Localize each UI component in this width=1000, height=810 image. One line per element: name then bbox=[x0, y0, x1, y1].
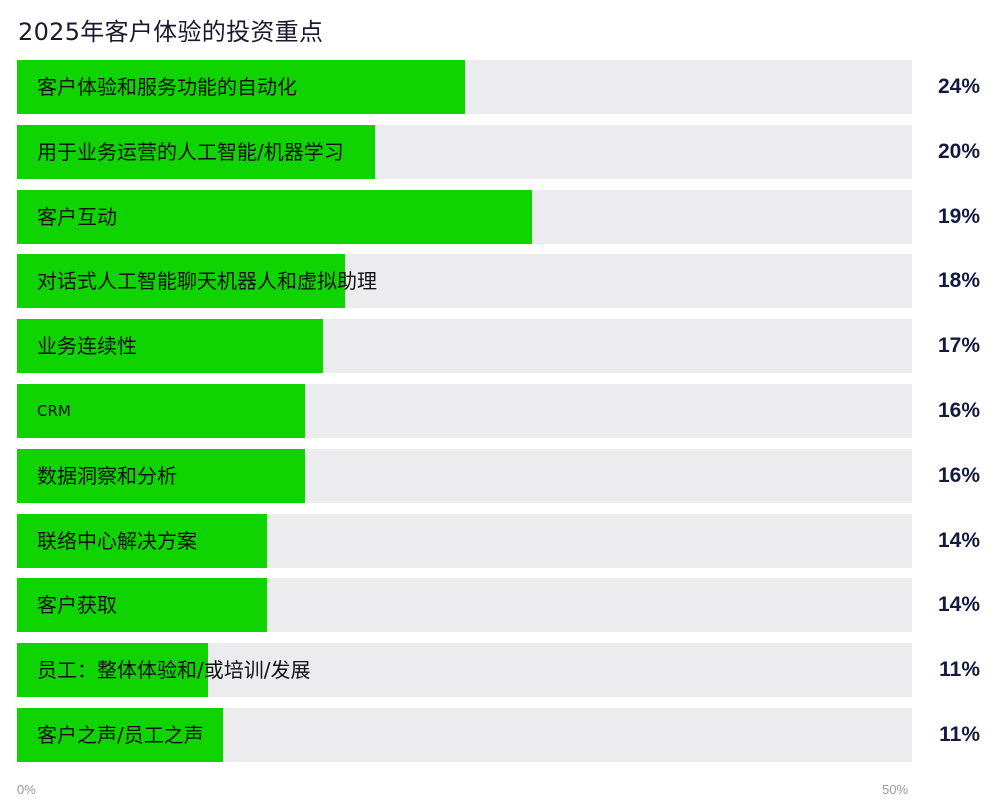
bar bbox=[17, 189, 532, 244]
bar-row: 联络中心解决方案 14% bbox=[17, 513, 1000, 568]
bar-value-label: 11% bbox=[939, 658, 980, 682]
bar-track bbox=[17, 708, 912, 762]
bar-category-label: CRM bbox=[37, 402, 71, 420]
bar bbox=[17, 578, 267, 633]
bar bbox=[17, 384, 305, 438]
bar-row: 数据洞察和分析 16% bbox=[17, 448, 1000, 503]
bar-category-label: 客户获取 bbox=[37, 593, 117, 618]
bar-track bbox=[17, 189, 912, 244]
bar-value-label: 14% bbox=[937, 593, 980, 617]
bar-row: CRM 16% bbox=[17, 384, 1000, 438]
bar-category-label: 数据洞察和分析 bbox=[37, 463, 177, 488]
bar-row: 用于业务运营的人工智能/机器学习 20% bbox=[17, 124, 1000, 179]
bar-category-label: 对话式人工智能聊天机器人和虚拟助理 bbox=[37, 269, 377, 294]
bar-track bbox=[17, 319, 912, 374]
bar-category-label: 客户之声/员工之声 bbox=[37, 723, 204, 747]
bar-row: 客户之声/员工之声 11% bbox=[17, 708, 1000, 762]
bar-row: 客户互动 19% bbox=[17, 189, 1000, 244]
bar-category-label: 用于业务运营的人工智能/机器学习 bbox=[37, 139, 344, 164]
bar-track bbox=[17, 60, 912, 114]
bar-category-label: 联络中心解决方案 bbox=[37, 528, 197, 553]
bar-track bbox=[17, 384, 912, 438]
bar-value-label: 20% bbox=[937, 139, 980, 163]
bar-track bbox=[17, 448, 912, 503]
bar-row: 对话式人工智能聊天机器人和虚拟助理 18% bbox=[17, 254, 1000, 309]
bar-value-label: 14% bbox=[937, 528, 980, 552]
x-axis-min-label: 0% bbox=[17, 782, 36, 797]
bar-track bbox=[17, 578, 912, 633]
bar-value-label: 11% bbox=[939, 723, 980, 746]
bar-value-label: 16% bbox=[937, 463, 980, 487]
bar-track bbox=[17, 254, 912, 309]
chart-title: 2025年客户体验的投资重点 bbox=[18, 18, 324, 46]
bar-category-label: 客户体验和服务功能的自动化 bbox=[37, 75, 297, 99]
bar bbox=[17, 319, 323, 374]
bar-value-label: 24% bbox=[937, 75, 980, 98]
bar-track bbox=[17, 513, 912, 568]
bar bbox=[17, 254, 345, 309]
bar-track bbox=[17, 124, 912, 179]
bar-row: 客户体验和服务功能的自动化 24% bbox=[17, 60, 1000, 114]
bar-category-label: 员工：整体体验和/或培训/发展 bbox=[37, 658, 311, 683]
bar bbox=[17, 513, 267, 568]
x-axis-max-label: 50% bbox=[882, 782, 909, 797]
bar-value-label: 17% bbox=[937, 334, 980, 358]
bar-row: 员工：整体体验和/或培训/发展 11% bbox=[17, 643, 1000, 698]
bar-row: 业务连续性 17% bbox=[17, 319, 1000, 374]
bar-track bbox=[17, 643, 912, 698]
bar-category-label: 业务连续性 bbox=[37, 334, 137, 359]
bar bbox=[17, 643, 208, 698]
bar-row: 客户获取 14% bbox=[17, 578, 1000, 633]
bar bbox=[17, 448, 305, 503]
bar bbox=[17, 708, 223, 762]
bar bbox=[17, 124, 375, 179]
bar-value-label: 16% bbox=[937, 399, 980, 422]
bar-value-label: 19% bbox=[937, 204, 980, 228]
bar-category-label: 客户互动 bbox=[37, 204, 117, 229]
bar-value-label: 18% bbox=[937, 269, 980, 293]
bar bbox=[17, 60, 465, 114]
